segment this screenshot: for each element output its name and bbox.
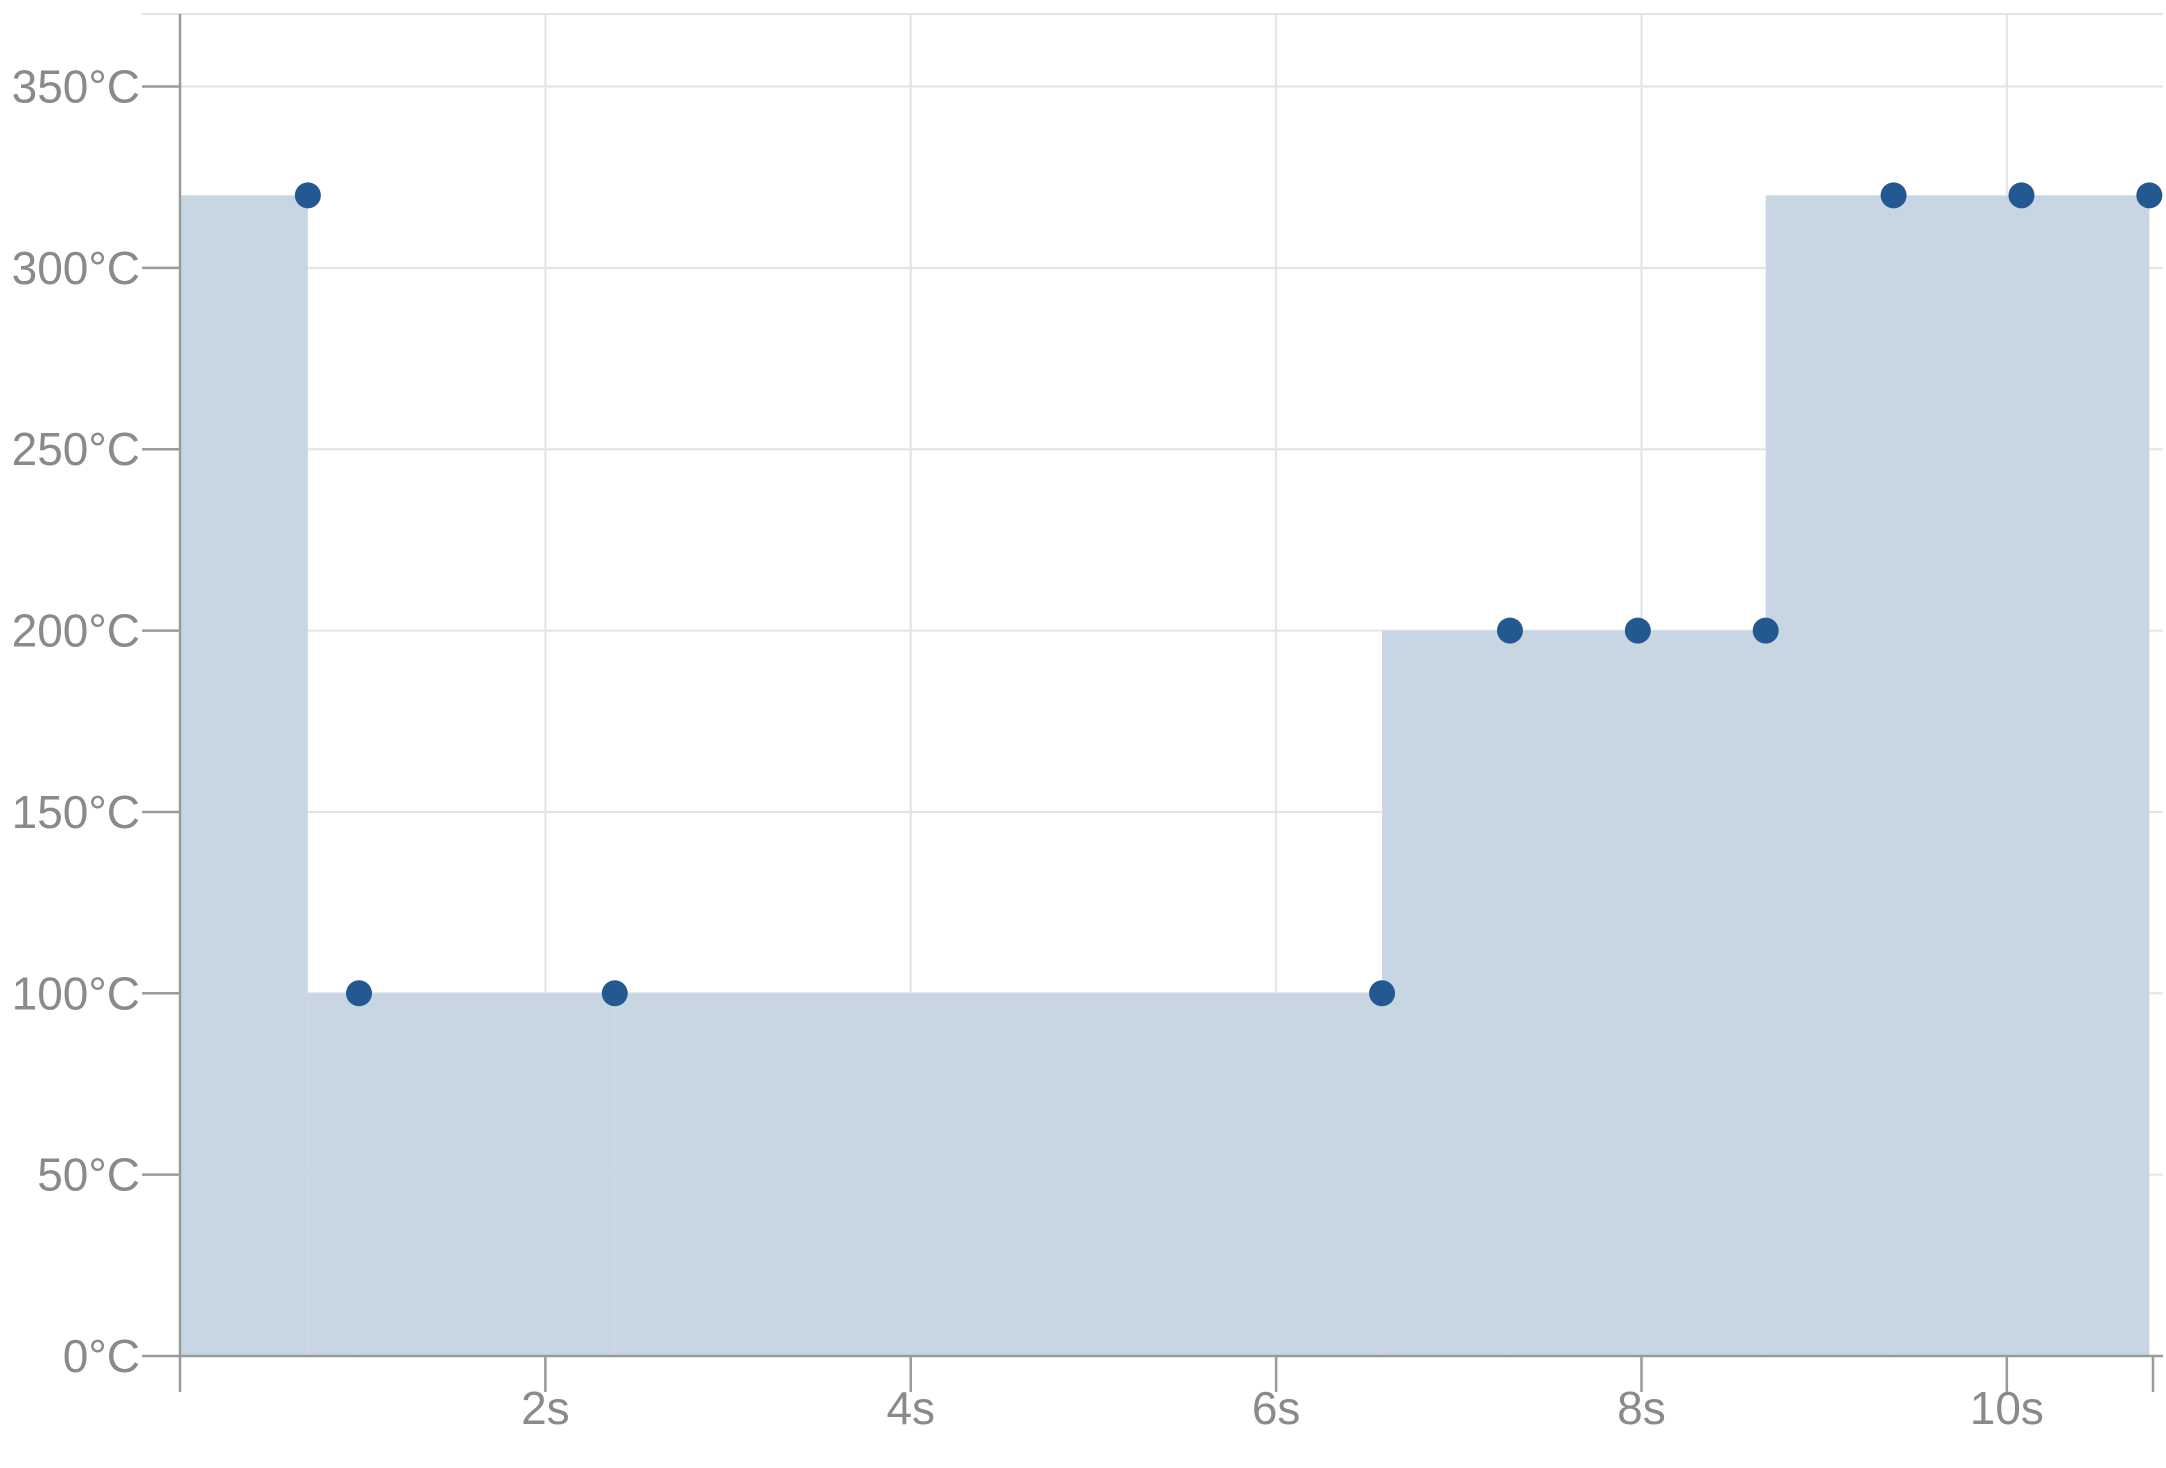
data-point <box>1496 617 1523 644</box>
area-step-segment <box>1893 195 2022 1357</box>
data-point <box>1624 617 1651 644</box>
area-layer <box>180 195 2150 1357</box>
y-tick-label: 100°C <box>12 967 140 1019</box>
x-tick-label: 2s <box>521 1382 570 1434</box>
axes <box>142 14 2163 1392</box>
data-point <box>346 980 373 1007</box>
y-tick-label: 0°C <box>63 1330 140 1382</box>
data-point <box>2136 182 2163 209</box>
y-tick-label: 200°C <box>12 605 140 657</box>
area-step-segment <box>1765 195 1894 1357</box>
data-point <box>2008 182 2035 209</box>
x-tick-label: 6s <box>1252 1382 1301 1434</box>
area-step-segment <box>359 993 615 1356</box>
data-point <box>1880 182 1907 209</box>
data-points <box>294 182 2163 1007</box>
area-step-segment <box>307 993 360 1356</box>
x-tick-label: 10s <box>1970 1382 2044 1434</box>
area-step-segment <box>1382 630 1510 1356</box>
data-point <box>1369 980 1396 1007</box>
y-tick-label: 250°C <box>12 423 140 475</box>
y-tick-label: 50°C <box>37 1149 140 1201</box>
area-step-segment <box>180 195 308 1357</box>
x-tick-label: 4s <box>886 1382 935 1434</box>
y-tick-label: 300°C <box>12 242 140 294</box>
area-step-segment <box>1637 630 1766 1356</box>
y-tick-label: 350°C <box>12 61 140 113</box>
area-step-segment <box>2021 195 2150 1357</box>
x-tick-label: 8s <box>1617 1382 1666 1434</box>
data-point <box>601 980 628 1007</box>
area-step-segment <box>614 993 1383 1356</box>
tick-labels: 0°C 50°C 100°C 150°C 200°C 250°C 300°C 350°C 2s 4… <box>12 61 2044 1434</box>
data-point <box>1752 617 1779 644</box>
data-point <box>294 182 321 209</box>
y-tick-label: 150°C <box>12 786 140 838</box>
area-step-segment <box>1509 630 1638 1356</box>
